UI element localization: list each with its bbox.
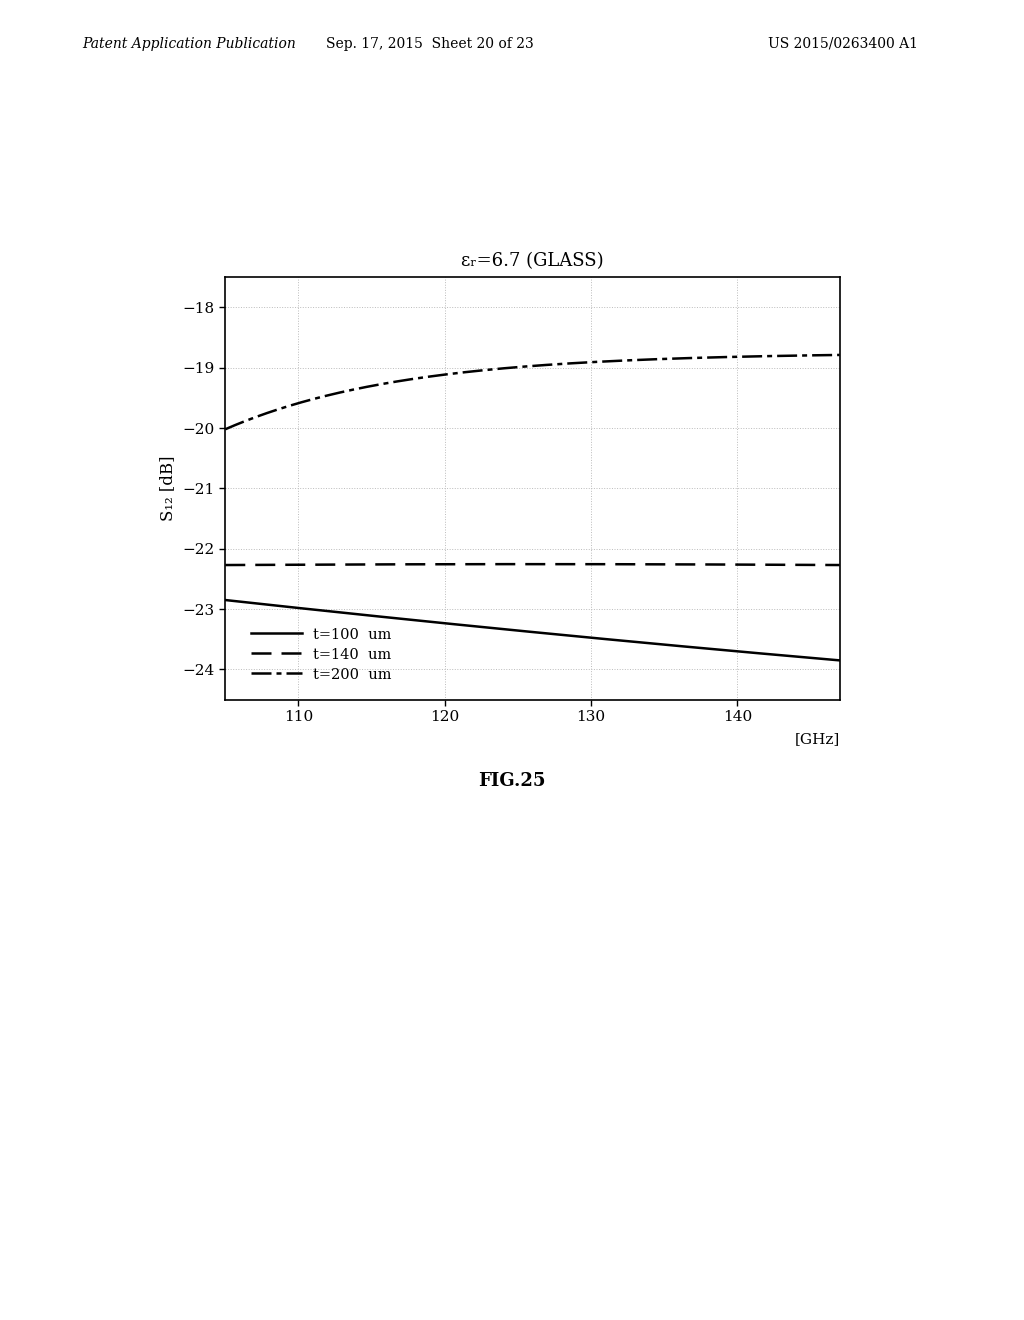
t=200  um <box>219 421 231 437</box>
t=200  um <box>834 347 846 363</box>
Text: US 2015/0263400 A1: US 2015/0263400 A1 <box>768 37 918 51</box>
t=100  um <box>819 651 831 667</box>
Legend: t=100  um, t=140  um, t=200  um: t=100 um, t=140 um, t=200 um <box>245 622 397 688</box>
Text: [GHz]: [GHz] <box>795 733 840 747</box>
t=140  um <box>219 557 231 573</box>
t=200  um <box>515 359 527 375</box>
t=140  um <box>515 556 527 572</box>
Title: εᵣ=6.7 (GLASS): εᵣ=6.7 (GLASS) <box>461 252 604 271</box>
t=140  um <box>525 556 538 572</box>
t=100  um <box>834 652 846 668</box>
Text: Sep. 17, 2015  Sheet 20 of 23: Sep. 17, 2015 Sheet 20 of 23 <box>327 37 534 51</box>
t=100  um <box>723 643 735 659</box>
Line: t=200  um: t=200 um <box>225 355 840 429</box>
t=100  um <box>515 623 527 639</box>
t=100  um <box>219 593 231 609</box>
t=200  um <box>552 356 564 372</box>
t=200  um <box>723 348 735 364</box>
t=100  um <box>552 627 564 643</box>
Line: t=100  um: t=100 um <box>225 601 840 660</box>
t=100  um <box>511 623 523 639</box>
t=140  um <box>834 557 846 573</box>
Y-axis label: S₁₂ [dB]: S₁₂ [dB] <box>159 455 176 521</box>
t=200  um <box>511 359 523 375</box>
t=100  um <box>585 630 597 645</box>
t=140  um <box>586 556 598 572</box>
t=200  um <box>819 347 831 363</box>
t=140  um <box>511 556 523 572</box>
t=140  um <box>724 557 736 573</box>
Text: FIG.25: FIG.25 <box>478 772 546 791</box>
Text: Patent Application Publication: Patent Application Publication <box>82 37 296 51</box>
t=140  um <box>820 557 833 573</box>
t=200  um <box>585 354 597 370</box>
t=140  um <box>553 556 565 572</box>
